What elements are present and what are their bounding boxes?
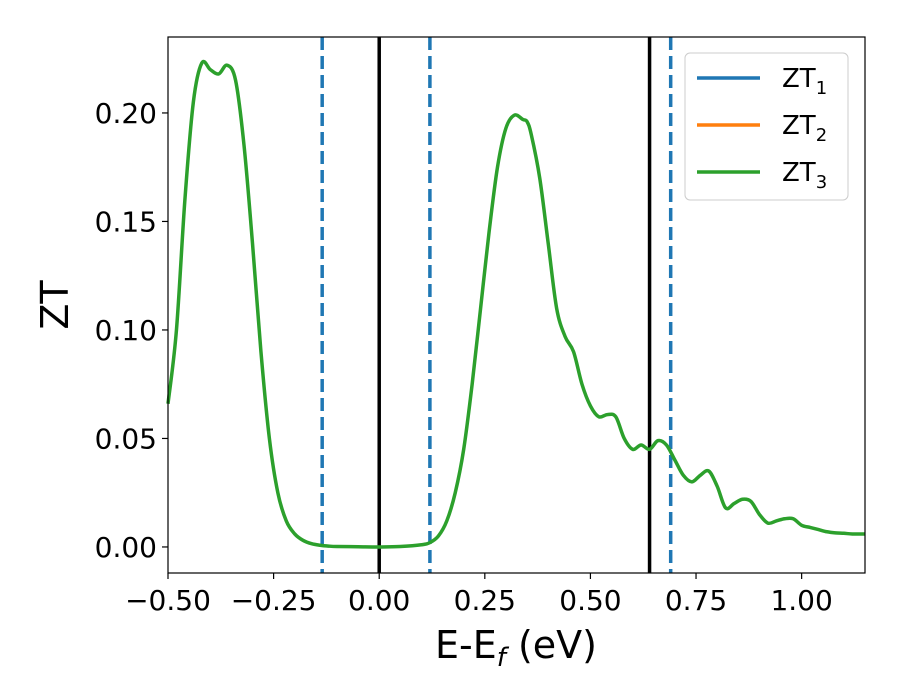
y-axis-title: ZT — [33, 280, 77, 330]
legend-label-main-3: ZT — [782, 158, 816, 188]
y-tick-label-4: 0.20 — [95, 97, 157, 130]
x-axis-title-main: E-E — [435, 623, 497, 667]
legend-label-sub-3: 3 — [816, 172, 827, 193]
legend-box — [684, 52, 849, 201]
series-line-0 — [166, 59, 866, 549]
plot-frame — [167, 36, 866, 574]
series-layer — [166, 59, 866, 549]
legend-label-sub-1: 1 — [816, 78, 827, 99]
x-tick-label-4: 0.50 — [559, 584, 621, 617]
x-tick-label-1: −0.25 — [231, 584, 317, 617]
legend-label-2: ZT2 — [782, 111, 827, 146]
x-tick-label-5: 0.75 — [665, 584, 727, 617]
x-axis-ticks: −0.50 −0.25 0.00 0.25 0.50 0.75 1.00 — [125, 573, 833, 617]
x-tick-label-0: −0.50 — [125, 584, 211, 617]
legend-label-1: ZT1 — [782, 64, 827, 99]
y-tick-label-2: 0.10 — [95, 314, 157, 347]
x-axis-title-suffix: (eV) — [506, 623, 597, 667]
vertical-reference-lines — [320, 37, 673, 573]
y-axis-ticks: 0.00 0.05 0.10 0.15 0.20 — [95, 97, 168, 564]
legend-label-sub-2: 2 — [816, 125, 827, 146]
x-axis-title: E-Ef (eV) — [435, 623, 597, 673]
x-tick-label-2: 0.00 — [348, 584, 410, 617]
y-tick-label-1: 0.05 — [95, 422, 157, 455]
legend-label-main-2: ZT — [782, 111, 816, 141]
x-tick-label-6: 1.00 — [770, 584, 832, 617]
y-tick-label-3: 0.15 — [95, 205, 157, 238]
x-tick-label-3: 0.25 — [454, 584, 516, 617]
legend-label-3: ZT3 — [782, 158, 827, 193]
legend-label-main-1: ZT — [782, 64, 816, 94]
y-tick-label-0: 0.00 — [95, 531, 157, 564]
